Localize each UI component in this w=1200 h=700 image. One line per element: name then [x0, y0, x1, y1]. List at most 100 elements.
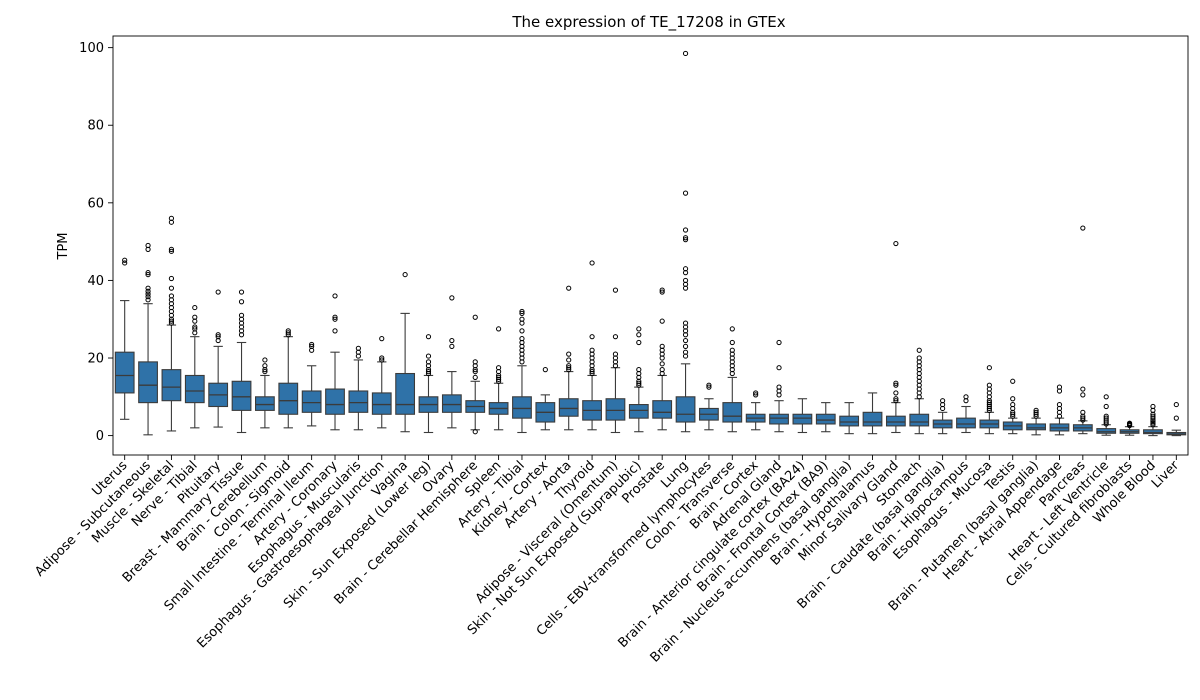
outlier-9-0	[332, 328, 338, 334]
outlier-2-9	[168, 285, 175, 291]
outlier-14-0	[449, 343, 455, 349]
outlier-22-8	[636, 326, 642, 332]
outlier-34-10	[916, 355, 922, 361]
outlier-44-1	[1150, 420, 1156, 426]
outlier-33-0	[893, 398, 899, 404]
outlier-23-2	[659, 361, 665, 367]
outlier-20-8	[589, 334, 595, 340]
outlier-9-1	[332, 316, 338, 322]
outlier-3-1	[192, 326, 198, 332]
y-axis-label: TPM	[56, 233, 71, 261]
outlier-24-14	[682, 235, 689, 241]
outlier-37-10	[986, 365, 992, 371]
y-tick-label-5: 100	[79, 41, 104, 56]
outlier-3-4	[192, 314, 198, 320]
outlier-15-5	[472, 314, 478, 320]
outlier-41-4	[1080, 392, 1086, 398]
outlier-23-6	[659, 343, 665, 349]
box-8	[301, 390, 322, 413]
outlier-4-2	[215, 332, 221, 338]
outlier-45-1	[1173, 401, 1179, 408]
outlier-27-1	[753, 390, 759, 396]
outlier-8-1	[309, 343, 315, 349]
box-7	[278, 382, 299, 415]
outlier-42-5	[1103, 403, 1109, 410]
box-3	[184, 374, 205, 404]
box-14	[441, 394, 462, 413]
box-9	[325, 388, 345, 415]
outlier-42-3	[1103, 415, 1109, 421]
outlier-11-0	[379, 357, 385, 363]
outlier-16-6	[495, 326, 502, 332]
outlier-34-11	[916, 347, 922, 353]
outlier-6-0	[262, 368, 268, 375]
outlier-20-7	[589, 347, 595, 353]
box-29	[792, 413, 813, 425]
y-tick-label-2: 40	[87, 274, 104, 289]
outlier-24-7	[682, 320, 689, 326]
box-30	[815, 413, 836, 425]
outlier-13-5	[425, 353, 432, 359]
outlier-15-4	[472, 359, 478, 365]
outlier-20-1	[589, 368, 595, 375]
box-24	[675, 396, 696, 423]
chart-title: The expression of TE_17208 in GTEx	[511, 13, 785, 32]
outlier-8-2	[309, 341, 315, 348]
outlier-22-5	[636, 367, 642, 373]
outlier-27-0	[753, 392, 759, 398]
outlier-1-8	[145, 242, 151, 249]
outlier-2-10	[168, 275, 175, 282]
outlier-21-4	[612, 334, 619, 340]
outlier-26-8	[729, 326, 735, 332]
outlier-23-9	[659, 287, 665, 293]
outlier-28-3	[776, 365, 782, 371]
outlier-35-2	[940, 398, 946, 404]
box-5	[231, 380, 252, 411]
outlier-21-3	[612, 351, 619, 357]
outlier-4-1	[215, 334, 221, 340]
outlier-2-12	[168, 246, 175, 252]
outlier-5-5	[238, 312, 245, 318]
outlier-38-1	[1010, 411, 1016, 417]
outlier-19-3	[566, 357, 572, 363]
outlier-38-5	[1010, 396, 1016, 402]
box-33	[885, 415, 906, 427]
outlier-33-4	[893, 380, 899, 386]
outlier-6-3	[262, 357, 268, 363]
outlier-25-1	[706, 382, 712, 388]
outlier-41-5	[1080, 386, 1086, 392]
outlier-2-14	[168, 215, 175, 221]
outlier-37-9	[986, 382, 992, 388]
outlier-13-6	[425, 334, 432, 340]
outlier-23-1	[659, 367, 665, 373]
outlier-6-2	[262, 363, 268, 369]
outlier-10-2	[355, 345, 361, 351]
outlier-24-3	[682, 337, 689, 344]
outlier-24-2	[682, 343, 689, 349]
outlier-38-4	[1010, 401, 1016, 408]
outlier-28-2	[776, 384, 782, 390]
box-10	[348, 390, 369, 413]
y-tick-label-1: 20	[87, 352, 104, 367]
outlier-1-1	[145, 294, 151, 300]
box-44	[1143, 429, 1163, 435]
box-34	[909, 413, 930, 427]
outlier-11-1	[379, 355, 385, 361]
box-12	[395, 372, 416, 415]
outlier-23-7	[659, 318, 665, 324]
outlier-5-6	[238, 299, 245, 305]
outlier-24-13	[682, 237, 689, 243]
box-17	[512, 396, 532, 419]
outlier-22-6	[636, 339, 642, 346]
outlier-24-17	[682, 50, 689, 57]
y-tick-label-4: 80	[87, 119, 104, 134]
outlier-33-1	[893, 396, 899, 402]
outlier-18-0	[542, 367, 548, 373]
outlier-2-1	[168, 318, 175, 324]
outlier-15-0	[472, 374, 478, 381]
outlier-43-3	[1126, 420, 1133, 426]
box-22	[628, 404, 649, 419]
outlier-40-3	[1056, 401, 1063, 408]
